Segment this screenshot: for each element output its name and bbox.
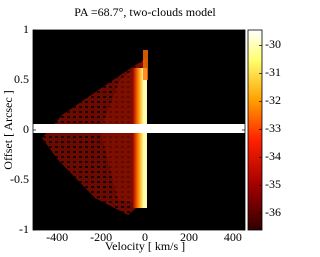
y-tick-label: 0 bbox=[23, 122, 29, 136]
x-tick-label: 400 bbox=[224, 230, 242, 244]
y-tick-label: -0.5 bbox=[10, 172, 29, 186]
y-tick-label: 0.5 bbox=[14, 72, 29, 86]
colorbar-tick-label: -34 bbox=[265, 149, 281, 163]
chart: PA =68.7°, two-clouds model Velocity [ k… bbox=[1, 5, 281, 253]
x-tick-label: 200 bbox=[180, 230, 198, 244]
colorbar-tick-label: -30 bbox=[265, 37, 281, 51]
chart-title: PA =68.7°, two-clouds model bbox=[74, 5, 216, 19]
x-tick-label: -400 bbox=[46, 230, 68, 244]
heatmap-image bbox=[33, 30, 245, 230]
colorbar-tick-label: -36 bbox=[265, 205, 281, 219]
colorbar-tick-label: -35 bbox=[265, 177, 281, 191]
colorbar-tick-label: -33 bbox=[265, 121, 281, 135]
x-axis-label: Velocity [ km/s ] bbox=[105, 239, 185, 253]
x-tick-label: -200 bbox=[90, 230, 112, 244]
y-tick-label: -1 bbox=[19, 222, 29, 236]
y-tick-label: 1 bbox=[23, 22, 29, 36]
colorbar-tick-label: -31 bbox=[265, 65, 281, 79]
x-tick-label: 0 bbox=[142, 230, 148, 244]
colorbar-tick-label: -32 bbox=[265, 93, 281, 107]
y-axis-label: Offset [ Arcsec ] bbox=[1, 90, 15, 169]
colorbar bbox=[247, 29, 263, 231]
